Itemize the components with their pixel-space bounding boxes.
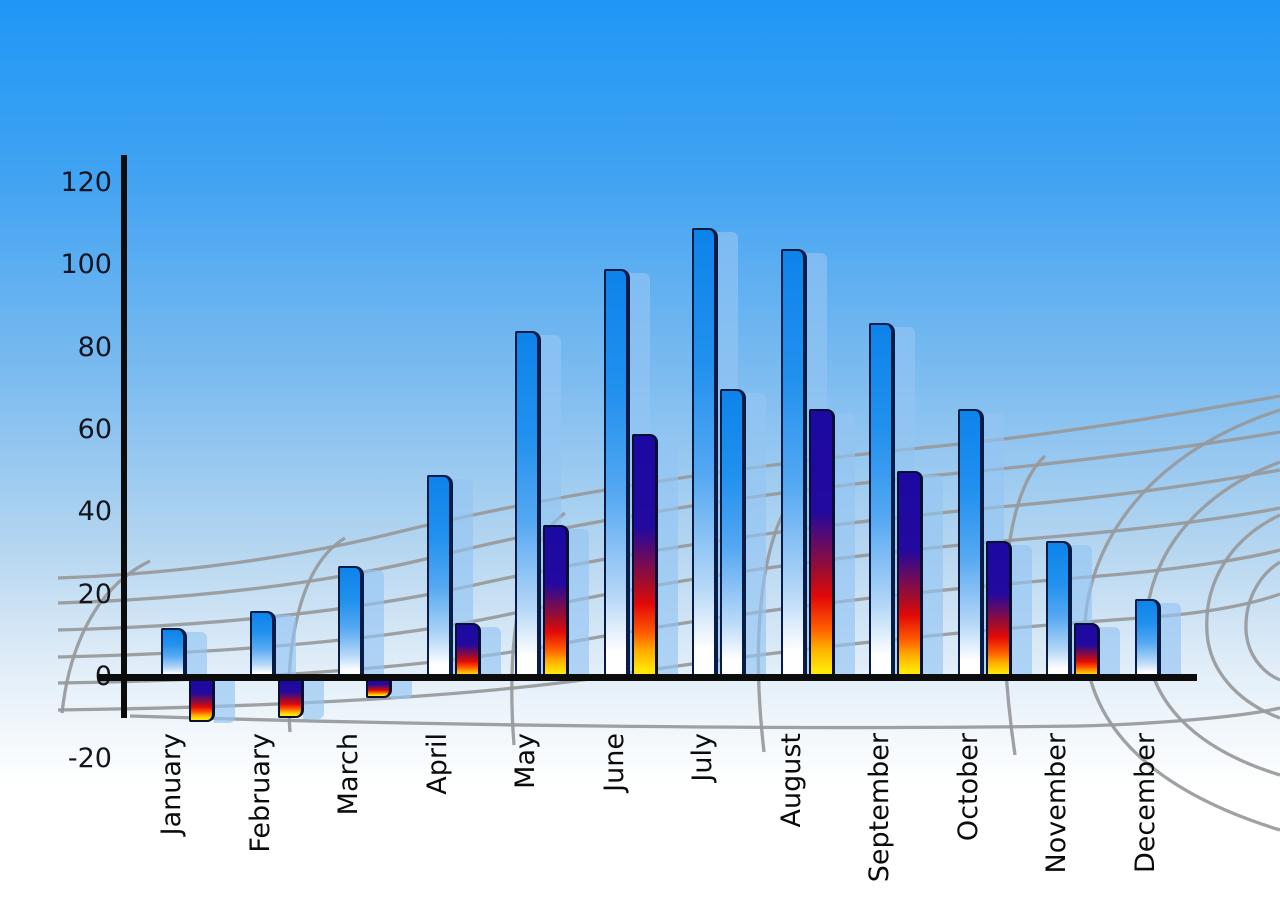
secondary-bar-august (809, 409, 835, 677)
secondary-bar-shadow-november (1099, 627, 1120, 679)
secondary-bar-shadow-october (1011, 545, 1032, 679)
x-axis-baseline (98, 674, 1197, 681)
secondary-bar-shadow-february (303, 680, 324, 719)
secondary-bar-shadow-september (922, 475, 943, 679)
secondary-bar-shadow-may (568, 529, 589, 679)
primary-bar-june (604, 269, 630, 677)
month-label-february: February (245, 733, 276, 853)
secondary-bar-may (543, 525, 569, 677)
primary-bar-shadow-february (275, 615, 296, 681)
mesh-endcap-arc (1205, 513, 1280, 720)
secondary-bar-june (632, 434, 658, 677)
secondary-bar-april (455, 623, 481, 677)
primary-bar-shadow-january (186, 632, 207, 681)
y-axis-tick-label: 80 (77, 332, 112, 363)
primary-bar-december (1135, 599, 1161, 677)
month-label-june: June (599, 733, 630, 792)
month-label-september: September (864, 733, 895, 883)
month-label-december: December (1130, 733, 1161, 874)
secondary-bar-november (1074, 623, 1100, 677)
secondary-bar-shadow-april (480, 627, 501, 679)
primary-bar-january (161, 628, 187, 677)
secondary-bar-january (189, 677, 215, 722)
secondary-bar-shadow-march (391, 680, 412, 699)
y-axis-tick-label: 20 (77, 579, 112, 610)
month-label-august: August (776, 733, 807, 828)
month-label-may: May (510, 733, 541, 789)
primary-bar-november (1046, 541, 1072, 677)
primary-bar-september (869, 323, 895, 677)
secondary-bar-march (366, 677, 392, 698)
secondary-bar-shadow-june (657, 438, 678, 679)
y-axis-tick-label: 120 (60, 167, 112, 198)
month-label-october: October (953, 733, 984, 842)
mesh-latitude-line (129, 706, 1280, 730)
month-label-april: April (422, 733, 453, 795)
primary-bar-april (427, 475, 453, 677)
secondary-bar-shadow-august (834, 413, 855, 679)
secondary-bar-february (278, 677, 304, 718)
secondary-bar-september (897, 471, 923, 677)
mesh-longitude-line (60, 559, 151, 714)
primary-bar-march (338, 566, 364, 677)
y-axis-tick-label: 60 (77, 414, 112, 445)
y-axis-tick-label: 0 (0, 661, 112, 693)
y-axis-line (121, 155, 127, 718)
y-axis-tick-label: 40 (77, 496, 112, 527)
primary-bar-july (692, 228, 718, 677)
month-label-july: July (687, 733, 718, 782)
mesh-endcap-arc (1244, 560, 1280, 682)
month-label-january: January (156, 733, 187, 836)
primary-bar-shadow-march (363, 570, 384, 681)
month-label-march: March (333, 733, 364, 816)
secondary-bar-july (720, 389, 746, 677)
month-label-november: November (1041, 733, 1072, 874)
mesh-latitude-line (57, 430, 1280, 605)
y-axis-tick-label: -20 (67, 743, 112, 774)
secondary-bar-shadow-january (214, 680, 235, 723)
primary-bar-february (250, 611, 276, 677)
primary-bar-august (781, 249, 807, 677)
y-axis-tick-label: 100 (60, 249, 112, 280)
primary-bar-october (958, 409, 984, 677)
secondary-bar-shadow-july (745, 393, 766, 679)
primary-bar-shadow-december (1160, 603, 1181, 681)
primary-bar-may (515, 331, 541, 677)
secondary-bar-october (986, 541, 1012, 677)
